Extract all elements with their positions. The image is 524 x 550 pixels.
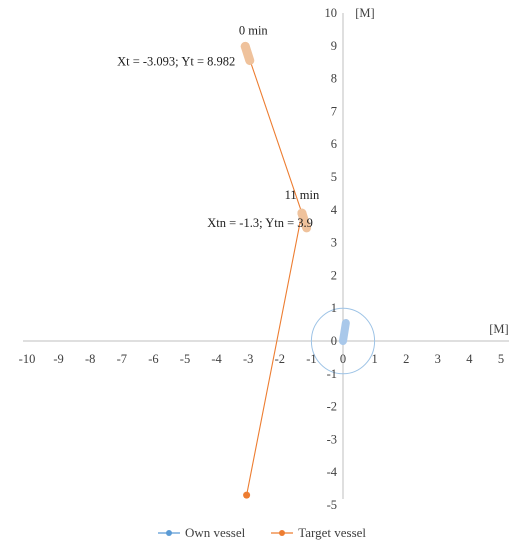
own-vessel-point: [342, 319, 350, 327]
x-tick-label: -10: [19, 352, 36, 366]
y-tick-label: 7: [331, 104, 337, 118]
y-tick-label: 9: [331, 39, 337, 53]
annotation-later-time: 11 min: [285, 188, 320, 202]
x-tick-label: 2: [403, 352, 409, 366]
x-tick-label: 1: [371, 352, 377, 366]
annotation-later-position: Xtn = -1.3; Ytn = 3.9: [207, 216, 313, 230]
y-tick-label: 4: [331, 203, 338, 217]
target-vessel-swatch-icon: [271, 530, 294, 536]
y-tick-label: -1: [327, 367, 337, 381]
axes: [23, 13, 509, 499]
x-tick-label: -9: [53, 352, 63, 366]
legend-item-target-vessel: Target vessel: [271, 525, 366, 541]
y-tick-label: 1: [331, 301, 337, 315]
target-vessel-point: [240, 41, 250, 51]
y-tick-label: 6: [331, 137, 337, 151]
y-tick-label: 3: [331, 236, 337, 250]
y-tick-label: -2: [327, 400, 337, 414]
legend-item-own-vessel: Own vessel: [157, 525, 246, 541]
x-tick-label: -3: [243, 352, 253, 366]
x-tick-label: -1: [306, 352, 316, 366]
target-vessel-point: [243, 491, 251, 499]
x-tick-label: -5: [180, 352, 190, 366]
x-tick-label: 4: [466, 352, 473, 366]
y-axis-label: [M]: [355, 6, 374, 20]
circle-layer: [310, 307, 376, 375]
y-tick-label: 5: [331, 170, 337, 184]
x-tick-label: -4: [211, 352, 222, 366]
legend: Own vessel Target vessel: [0, 522, 524, 544]
x-tick-label: 0: [340, 352, 346, 366]
ticks-layer: -10 -9 -8 -7 -6 -5 -4 -3 -2 -1 0 1 2 3 4 5-5-4-3-2-1012…: [19, 6, 504, 512]
own-vessel-point: [339, 337, 347, 345]
series-layer: [240, 41, 350, 499]
y-tick-label: -5: [327, 498, 337, 512]
x-tick-label: 3: [435, 352, 441, 366]
y-tick-label: 2: [331, 268, 337, 282]
y-tick-label: 0: [331, 334, 337, 348]
target-vessel-point: [297, 208, 307, 218]
safety-circle: [310, 307, 376, 375]
y-tick-label: -3: [327, 432, 337, 446]
chart-plot-area: -10 -9 -8 -7 -6 -5 -4 -3 -2 -1 0 1 2 3 4 5-5-4-3-2-1012…: [19, 6, 509, 512]
y-tick-label: -4: [327, 465, 338, 479]
x-tick-label: -8: [85, 352, 95, 366]
legend-label-target-vessel: Target vessel: [298, 525, 367, 540]
own-vessel-swatch-icon: [157, 530, 180, 536]
annotation-start-time: 0 min: [239, 23, 269, 37]
y-tick-label: 10: [325, 6, 338, 20]
x-tick-label: 5: [498, 352, 504, 366]
target-vessel-line: [244, 46, 303, 496]
x-axis-label: [M]: [489, 322, 508, 336]
x-tick-label: -7: [117, 352, 127, 366]
y-tick-label: 8: [331, 72, 337, 86]
legend-label-own-vessel: Own vessel: [184, 525, 246, 540]
x-tick-label: -6: [148, 352, 158, 366]
x-tick-label: -2: [275, 352, 285, 366]
annotation-start-position: Xt = -3.093; Yt = 8.982: [117, 54, 235, 68]
